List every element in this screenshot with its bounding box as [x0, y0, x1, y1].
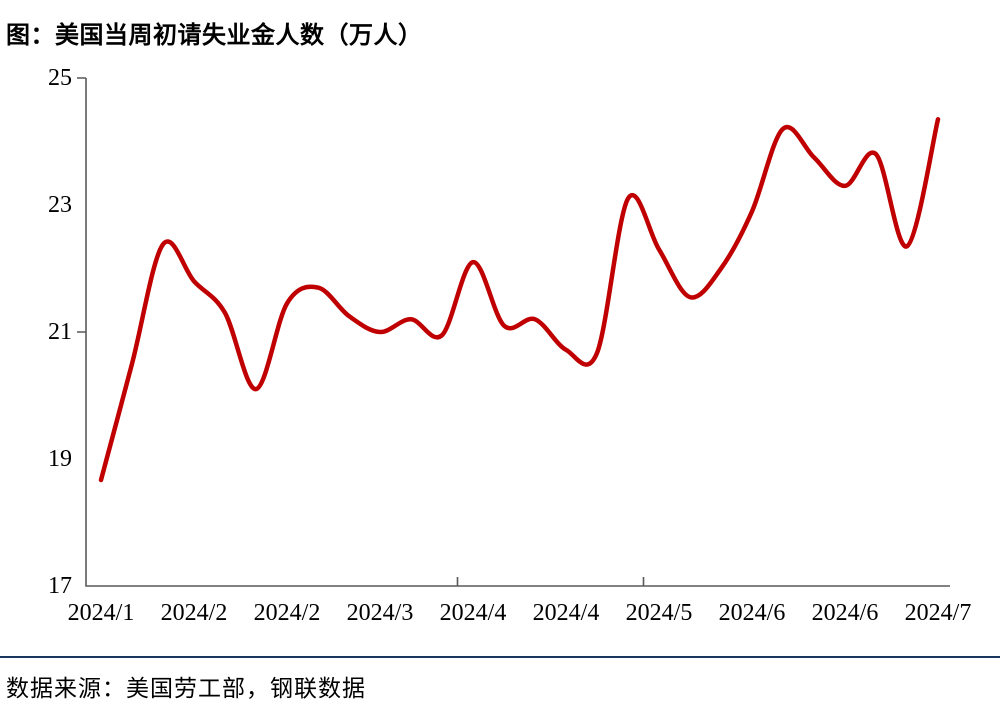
y-axis-label: 19: [48, 446, 72, 472]
source-text: 数据来源：美国劳工部，钢联数据: [6, 676, 366, 701]
x-axis-label: 2024/5: [625, 600, 693, 626]
line-chart-plot: 25 23 21 19 17 2024/1 2024/2 2024/2 2024/3 2024/…: [48, 65, 972, 626]
y-axis-label: 25: [48, 65, 72, 91]
y-axis-label: 23: [48, 192, 72, 218]
x-axis-label: 2024/1: [67, 600, 135, 626]
x-axis-label: 2024/2: [160, 600, 228, 626]
x-axis-label: 2024/3: [346, 600, 414, 626]
y-axis-label: 17: [48, 573, 72, 599]
source-divider: [0, 656, 1000, 658]
x-axis-label: 2024/4: [532, 600, 600, 626]
x-axis-label: 2024/2: [253, 600, 321, 626]
axes: [77, 77, 950, 587]
y-axis-label: 21: [48, 319, 72, 345]
x-axis-label: 2024/7: [904, 600, 972, 626]
x-axis-label: 2024/6: [718, 600, 786, 626]
jobless-claims-line: [98, 117, 941, 483]
line-chart-canvas: [77, 77, 950, 587]
x-axis-label: 2024/6: [811, 600, 879, 626]
x-axis-label: 2024/4: [439, 600, 507, 626]
chart-title: 图：美国当周初请失业金人数（万人）: [6, 23, 423, 49]
